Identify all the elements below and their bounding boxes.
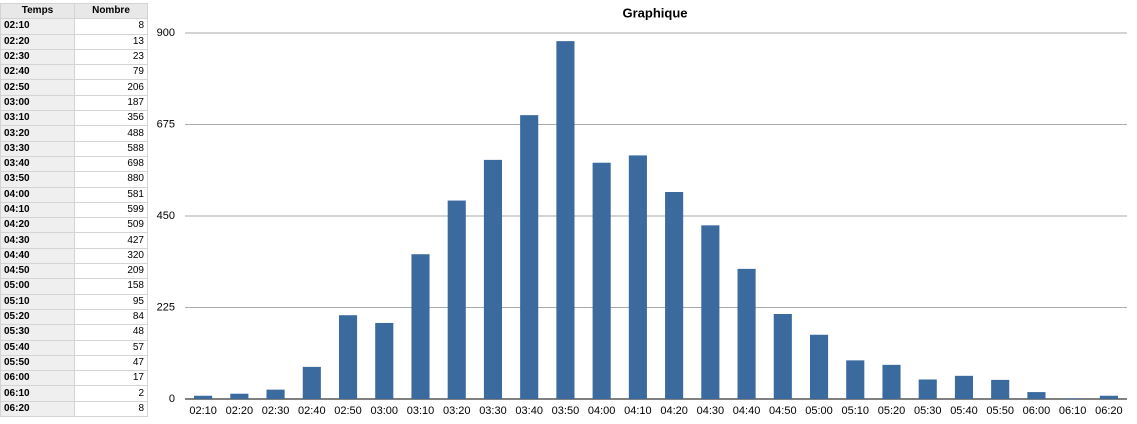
x-tick-label: 03:30 xyxy=(479,405,507,417)
bar xyxy=(592,162,611,399)
table-row: 03:50 880 xyxy=(0,171,148,188)
bar xyxy=(882,364,901,399)
x-tick-label: 02:30 xyxy=(262,405,290,417)
bar xyxy=(954,375,974,399)
table-row: 04:00 581 xyxy=(0,186,148,203)
table-row: 04:20 509 xyxy=(0,217,148,234)
bar xyxy=(991,379,1010,399)
x-tick-label: 04:50 xyxy=(769,405,797,417)
x-tick-label: 03:00 xyxy=(371,405,399,417)
bar xyxy=(701,225,720,399)
time-cell: 03:00 xyxy=(0,94,75,112)
x-tick-label: 03:50 xyxy=(552,405,580,417)
x-tick-label: 05:10 xyxy=(842,405,870,417)
x-tick-label: 02:40 xyxy=(298,405,326,417)
chart-title: Graphique xyxy=(622,5,687,20)
x-tick-label: 05:50 xyxy=(986,405,1014,417)
x-tick-label: 06:10 xyxy=(1059,405,1087,417)
bar xyxy=(375,322,394,399)
time-cell: 03:50 xyxy=(0,171,75,188)
x-tick-label: 04:20 xyxy=(660,405,688,417)
time-cell: 06:10 xyxy=(0,385,75,402)
x-tick-label: 06:00 xyxy=(1023,405,1051,417)
time-cell: 06:00 xyxy=(0,370,75,387)
x-tick-label: 05:00 xyxy=(805,405,833,417)
count-cell: 8 xyxy=(74,400,148,418)
x-tick-label: 02:50 xyxy=(334,405,362,417)
column-header: Temps xyxy=(0,2,75,20)
bar xyxy=(1027,392,1046,399)
time-cell: 03:20 xyxy=(0,125,75,142)
table-row: 03:20 488 xyxy=(0,125,148,142)
x-tick-label: 04:00 xyxy=(588,405,616,417)
bar xyxy=(483,159,503,399)
table-row: 04:50 209 xyxy=(0,263,148,280)
bar xyxy=(1099,395,1118,399)
column-header: Nombre xyxy=(74,2,148,20)
bar xyxy=(194,395,213,399)
table-row: 02:30 23 xyxy=(0,48,148,66)
bar xyxy=(302,366,321,399)
table-row: 03:10 356 xyxy=(0,110,148,127)
table-row: 06:10 2 xyxy=(0,385,148,402)
x-tick-label: 06:20 xyxy=(1095,405,1123,417)
bar xyxy=(230,393,249,399)
bar xyxy=(556,41,575,400)
bar xyxy=(411,254,430,399)
table-row: 06:20 8 xyxy=(0,400,148,418)
time-cell: 02:20 xyxy=(0,33,75,50)
time-cell: 03:10 xyxy=(0,110,75,127)
x-tick-label: 03:40 xyxy=(515,405,543,417)
bar xyxy=(737,268,756,399)
bar xyxy=(846,360,865,399)
bar xyxy=(447,200,466,399)
table-row: 05:30 48 xyxy=(0,324,148,341)
x-tick-label: 04:10 xyxy=(624,405,652,417)
bar xyxy=(665,192,684,399)
x-tick-label: 05:30 xyxy=(914,405,942,417)
bar xyxy=(809,334,829,399)
y-tick-label: 900 xyxy=(157,27,175,39)
data-table: Temps Nombre 02:10 8 02:20 13 02:30 23 02:40 79… xyxy=(0,2,148,418)
table-row: 05:10 95 xyxy=(0,293,148,310)
x-tick-label: 05:20 xyxy=(878,405,906,417)
x-tick-label: 02:10 xyxy=(189,405,217,417)
x-tick-label: 04:30 xyxy=(697,405,725,417)
y-tick-label: 0 xyxy=(169,393,175,405)
time-cell: 04:20 xyxy=(0,217,75,234)
x-tick-label: 03:20 xyxy=(443,405,471,417)
table-row: 02:20 13 xyxy=(0,33,148,50)
x-tick-label: 04:40 xyxy=(733,405,761,417)
bar xyxy=(520,115,539,399)
time-cell: 02:40 xyxy=(0,64,75,81)
bar xyxy=(1063,398,1082,399)
table-row: 03:00 187 xyxy=(0,94,148,112)
table-row: 03:30 588 xyxy=(0,140,148,157)
table-row: 06:00 17 xyxy=(0,370,148,387)
bar xyxy=(266,389,285,399)
y-tick-label: 450 xyxy=(157,210,175,222)
bar xyxy=(338,315,358,399)
x-tick-label: 05:40 xyxy=(950,405,978,417)
time-cell: 05:30 xyxy=(0,324,75,341)
bar xyxy=(918,379,937,399)
count-cell: 356 xyxy=(74,110,148,127)
bar xyxy=(628,155,647,399)
y-tick-label: 675 xyxy=(157,118,175,130)
y-tick-label: 225 xyxy=(157,301,175,313)
x-tick-label: 02:20 xyxy=(226,405,254,417)
bar xyxy=(773,314,792,399)
x-tick-label: 03:10 xyxy=(407,405,435,417)
table-row: 05:00 158 xyxy=(0,278,148,295)
